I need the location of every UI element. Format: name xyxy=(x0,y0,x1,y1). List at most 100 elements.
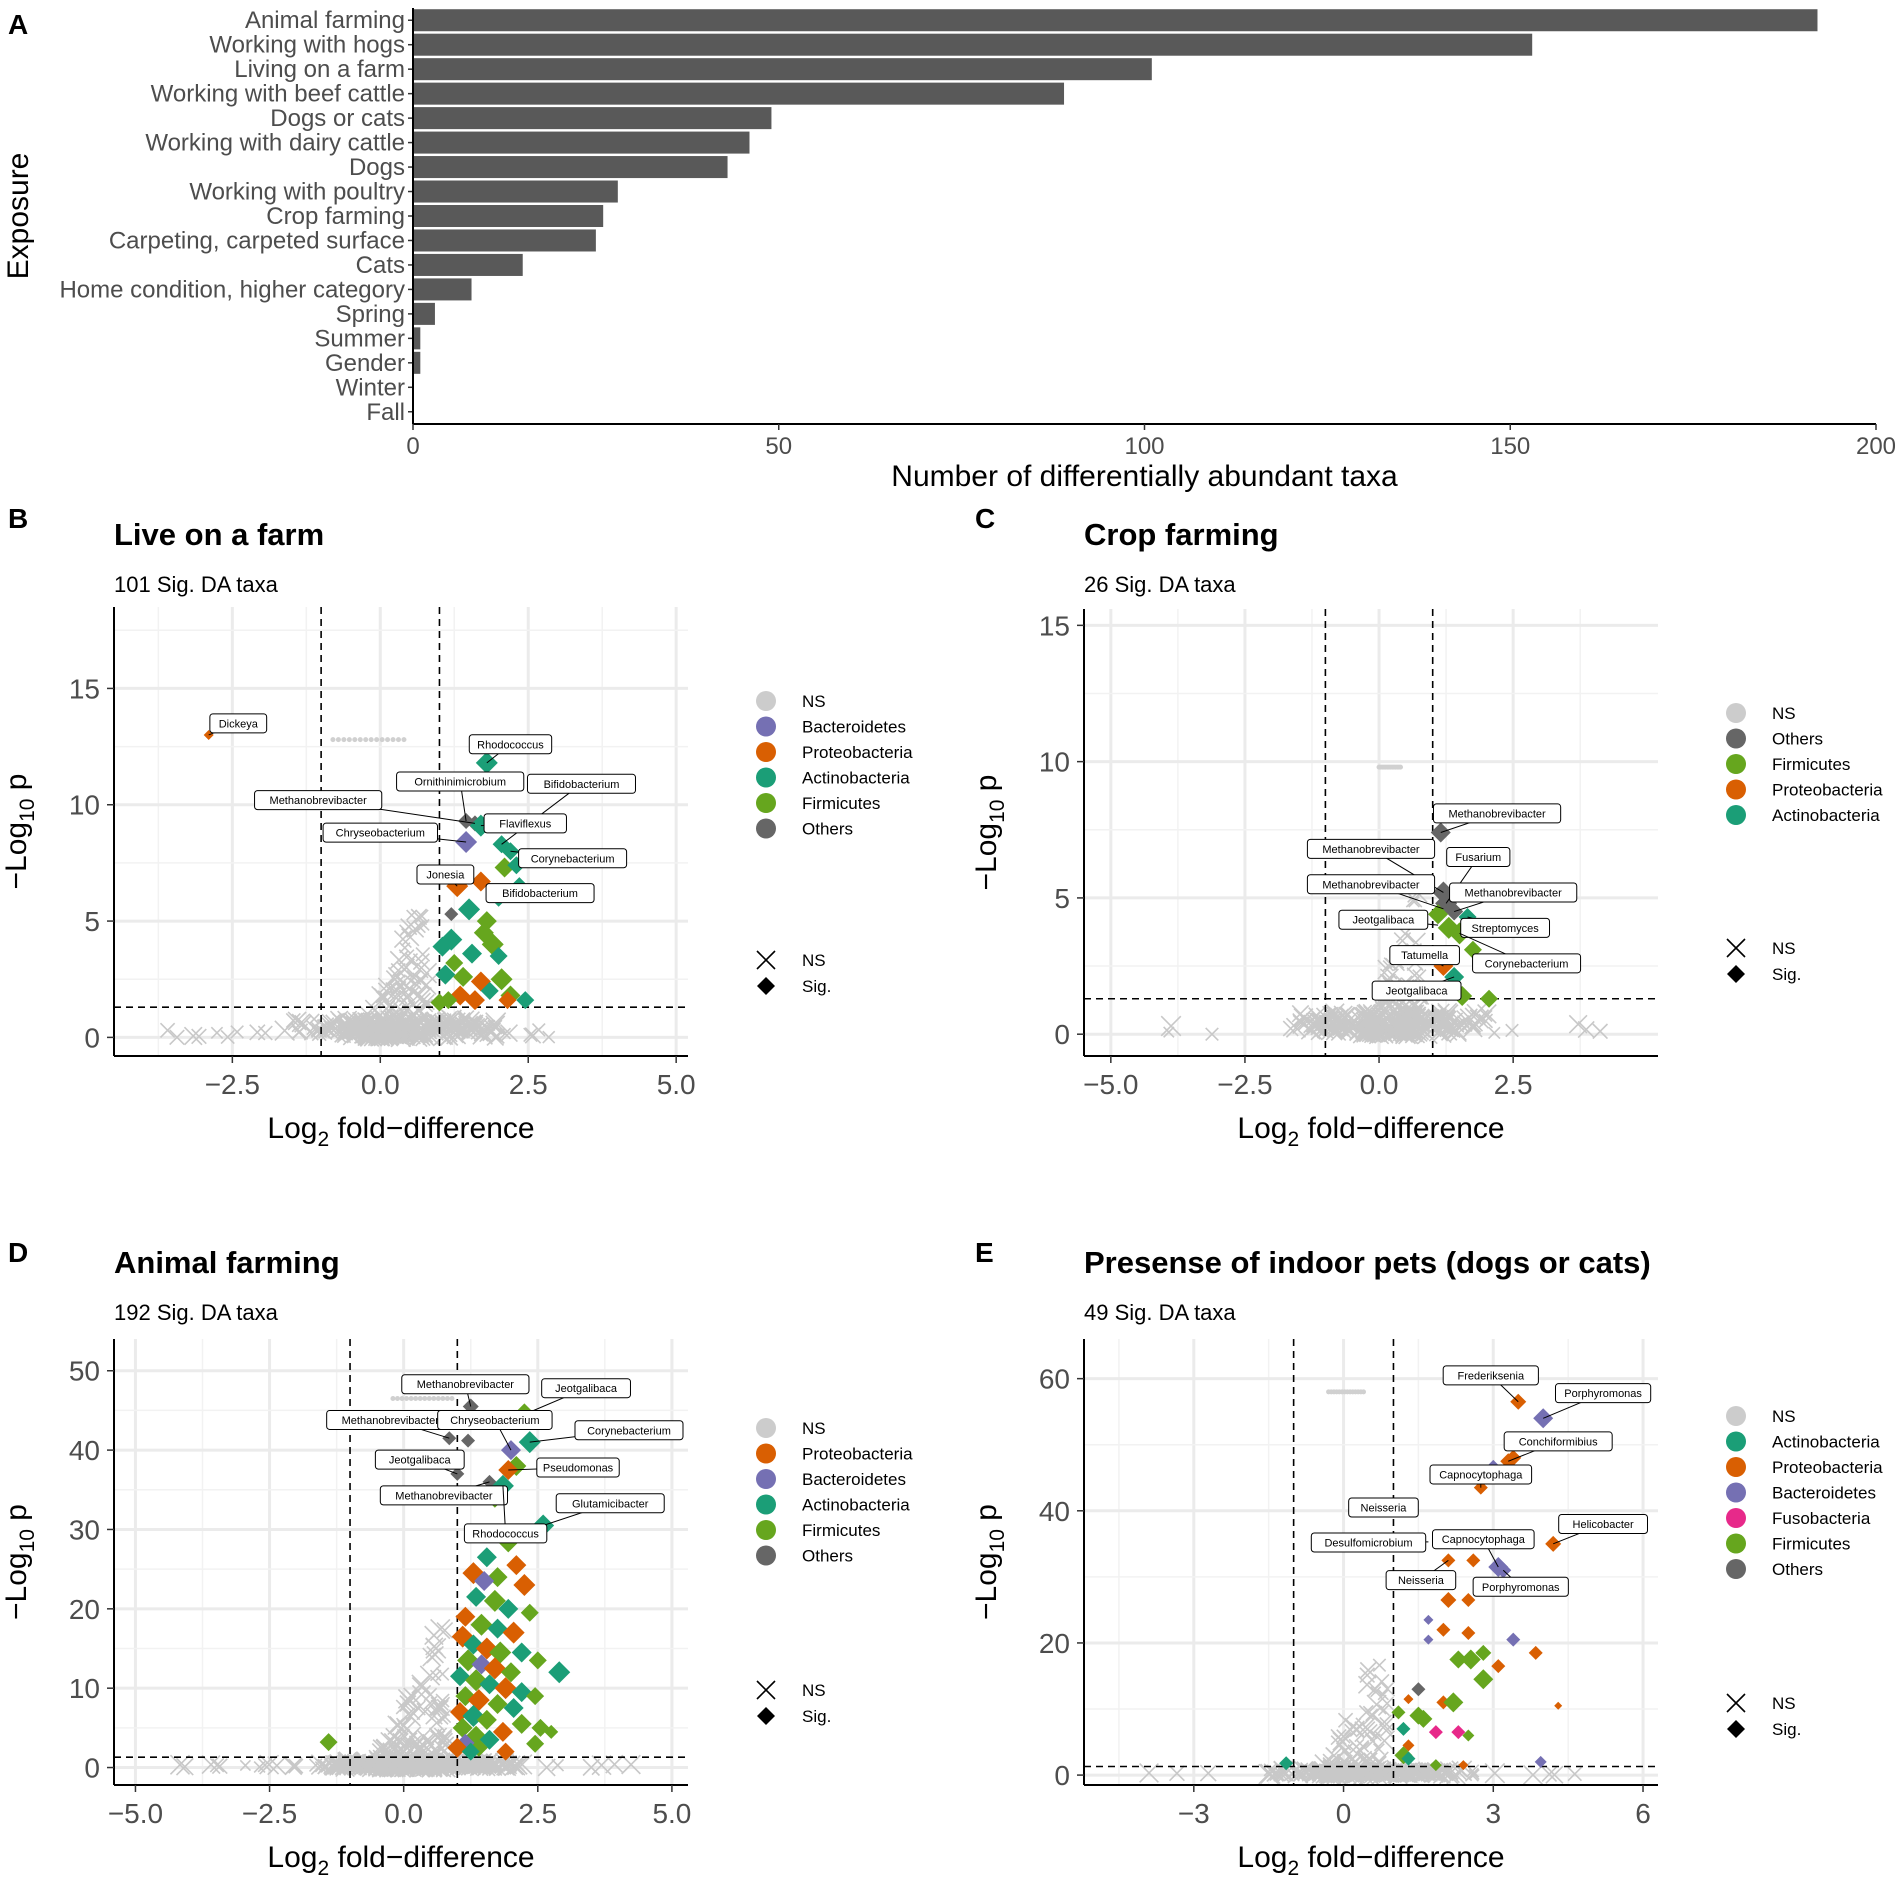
ns-point xyxy=(1377,1703,1390,1717)
y-axis-title-sub: 10 xyxy=(986,1529,1009,1552)
legend-label-bacteroidetes: Bacteroidetes xyxy=(1772,1484,1876,1503)
x-tick-label: 5.0 xyxy=(657,1069,696,1100)
ns-point xyxy=(1545,1765,1564,1784)
label-box xyxy=(483,813,567,834)
label-helicobacter: Helicobacter xyxy=(1573,1519,1634,1531)
sig-point-proteobacteria xyxy=(1440,1591,1457,1608)
sig-point-firmicutes xyxy=(1414,1709,1433,1728)
ns-point-top xyxy=(417,1396,423,1402)
legend-label-firmicutes: Firmicutes xyxy=(1772,1535,1850,1554)
label-box xyxy=(1306,838,1436,859)
label-box xyxy=(254,790,383,811)
ns-point xyxy=(1445,1019,1466,1041)
label-bifidobacterium: Bifidobacterium xyxy=(544,779,620,791)
ns-point xyxy=(1377,1689,1389,1701)
ns-point-top xyxy=(335,737,341,743)
ns-point xyxy=(308,1758,323,1772)
legend-label-proteobacteria: Proteobacteria xyxy=(802,743,913,762)
ns-point xyxy=(1330,1728,1347,1746)
ns-point xyxy=(401,927,420,947)
legend-label-ns: NS xyxy=(1772,1407,1796,1426)
ns-point xyxy=(1480,1009,1493,1023)
sig-point-firmicutes xyxy=(520,1603,539,1622)
label-rhodococcus: Rhodococcus xyxy=(472,1528,539,1540)
label-box xyxy=(1446,847,1511,868)
sig-point-firmicutes xyxy=(1462,1729,1475,1742)
color-legend: NS Proteobacteria Bacteroidetes Actinobacte… xyxy=(756,1418,913,1566)
ns-point xyxy=(621,1754,641,1775)
y-axis-title-sub: 10 xyxy=(16,1529,39,1552)
ns-point-top xyxy=(408,1396,414,1402)
legend-shape-sig xyxy=(757,977,775,995)
x-axis-title-sub: 2 xyxy=(317,1128,329,1151)
ns-point-top xyxy=(363,737,369,743)
ns-point xyxy=(524,1027,542,1044)
ns-point xyxy=(337,1024,354,1041)
legend-label-others: Others xyxy=(1772,1560,1823,1579)
taxa-labels: Dickeya Rhodococcus Ornithinimicrobium Bifi… xyxy=(208,713,636,904)
panel-subtitle: 26 Sig. DA taxa xyxy=(1084,572,1236,597)
panel-c: Crop farming 26 Sig. DA taxa Methanobrevib… xyxy=(970,517,1883,1151)
ns-point xyxy=(1364,1733,1381,1750)
ns-point xyxy=(406,1017,419,1029)
label-box xyxy=(401,1374,530,1395)
y-tick-label: 10 xyxy=(1039,747,1070,778)
ns-point xyxy=(1139,1763,1159,1783)
label-corynebacterium: Corynebacterium xyxy=(531,853,615,865)
ns-point xyxy=(542,1030,556,1044)
sig-point-others xyxy=(1411,1682,1426,1697)
legend-label-bacteroidetes: Bacteroidetes xyxy=(802,1470,906,1489)
sig-point-others xyxy=(444,907,459,922)
ns-point xyxy=(1330,1014,1349,1034)
y-tick-label: 0 xyxy=(84,1753,100,1784)
legend-label-fusobacteria: Fusobacteria xyxy=(1772,1509,1871,1528)
ns-point xyxy=(400,1737,414,1751)
category-label-working-with-dairy-cattle: Working with dairy cattle xyxy=(145,130,405,157)
ns-point xyxy=(331,1756,351,1776)
x-axis-title: Number of differentially abundant taxa xyxy=(891,460,1398,493)
ns-point xyxy=(499,1027,512,1040)
ns-point xyxy=(1382,1025,1397,1039)
ns-point xyxy=(537,1758,556,1777)
ns-point xyxy=(1344,1723,1357,1737)
x-axis-title: Log2 fold−difference xyxy=(267,1112,534,1151)
label-methanobrevibacter: Methanobrevibacter xyxy=(342,1415,440,1427)
y-tick-label: 0 xyxy=(1054,1019,1070,1050)
ns-point xyxy=(291,1025,306,1040)
y-tick-label: 0 xyxy=(1054,1760,1070,1791)
ns-point xyxy=(416,974,437,996)
ns-point xyxy=(417,918,430,932)
ns-point-top xyxy=(346,737,352,743)
ns-point-top xyxy=(404,1396,410,1402)
legend-label-proteobacteria: Proteobacteria xyxy=(1772,781,1883,800)
label-desulfomicrobium: Desulfomicrobium xyxy=(1324,1538,1412,1550)
x-tick-label: 0 xyxy=(406,433,419,460)
label-box xyxy=(468,734,553,755)
label-methanobrevibacter: Methanobrevibacter xyxy=(1465,887,1563,899)
legend-dot-firmicutes xyxy=(1726,754,1746,774)
label-box xyxy=(374,1449,465,1470)
legend-shape-sig xyxy=(1727,965,1745,983)
ns-point xyxy=(1205,1027,1219,1042)
sig-point-bacteroidetes xyxy=(1423,1614,1434,1625)
panel-label-c: C xyxy=(975,503,995,534)
sig-point-actinobacteria xyxy=(511,1682,532,1703)
legend-dot-actinobacteria xyxy=(756,767,776,788)
legend-shape-ns xyxy=(756,950,776,970)
ns-point-top xyxy=(449,1396,455,1402)
sig-point-proteobacteria xyxy=(502,1621,525,1644)
shape-legend: NS Sig. xyxy=(1726,1693,1801,1739)
panel-subtitle: 192 Sig. DA taxa xyxy=(114,1300,279,1325)
x-tick-label: 2.5 xyxy=(509,1069,548,1100)
label-bifidobacterium: Bifidobacterium xyxy=(502,888,578,900)
label-box xyxy=(1432,1529,1535,1550)
color-legend: NS Bacteroidetes Proteobacteria Actinobacte… xyxy=(756,691,913,839)
ns-point xyxy=(383,1732,403,1752)
ns-point xyxy=(1291,1004,1310,1023)
ns-point xyxy=(389,1716,408,1735)
sig-point-actinobacteria xyxy=(511,1642,532,1663)
category-label-spring: Spring xyxy=(336,301,405,328)
sig-point-proteobacteria xyxy=(494,1677,517,1700)
ns-point xyxy=(169,1029,185,1046)
sig-point-proteobacteria xyxy=(1403,1694,1414,1705)
